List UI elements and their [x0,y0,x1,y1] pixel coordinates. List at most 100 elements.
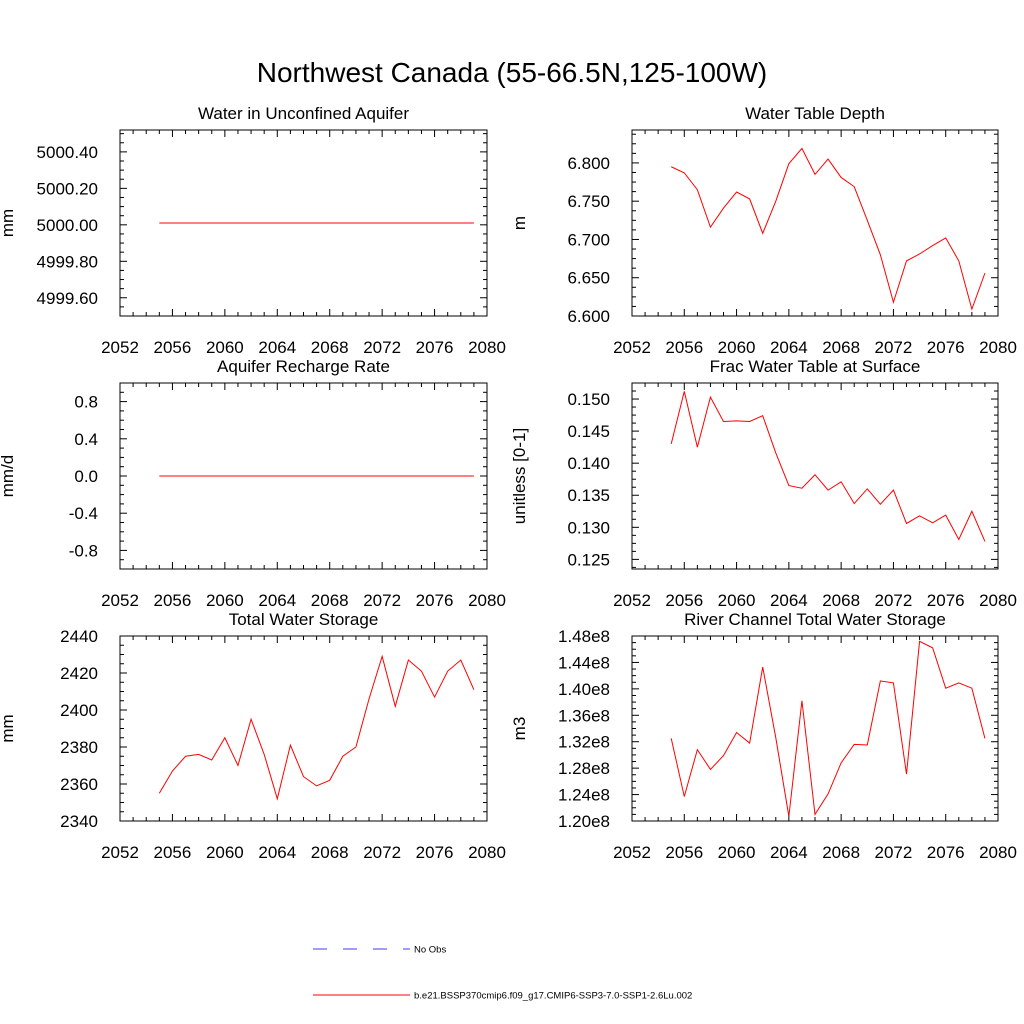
y-tick-label: -0.4 [69,504,98,523]
chart-panel-4: Frac Water Table at Surface unitless [0-1… [510,357,1017,610]
panels-group: Water in Unconfined Aquifer mm 2052 2056 206… [0,104,1017,862]
x-tick-label: 2076 [416,843,454,862]
x-tick-label: 2080 [468,843,506,862]
y-tick-label: 6.700 [567,230,610,249]
y-axis-label: mm/d [0,455,17,498]
series-line-1 [670,147,986,311]
x-tick-label: 2052 [613,338,651,357]
x-tick-label: 2080 [468,338,506,357]
legend-obs-label: No Obs [414,945,446,956]
x-tick-label: 2076 [927,843,965,862]
y-tick-label: 4999.80 [37,252,98,271]
x-tick-label: 2064 [770,843,808,862]
chart-panel-2: Water Table Depth m 2052 2056 2060 2064 2068 20… [510,104,1017,357]
x-tick-label: 2064 [258,843,296,862]
x-tick-label: 2060 [206,338,244,357]
y-tick-label: 6.750 [567,192,610,211]
x-tick-label: 2068 [822,843,860,862]
legend-model-label: b.e21.BSSP370cmip6.f09_g17.CMIP6-SSP3-7.… [414,991,692,1002]
y-tick-label: 1.28e8 [558,759,610,778]
y-tick-label: 1.36e8 [558,706,610,725]
chart-panel-6: River Channel Total Water Storage m3 2052 2… [510,610,1017,862]
x-tick-label: 2052 [613,591,651,610]
series-line-1 [158,654,475,801]
y-tick-label: 0.145 [567,422,610,441]
x-tick-label: 2072 [363,338,401,357]
x-tick-label: 2068 [311,843,349,862]
y-tick-label: 0.8 [74,393,98,412]
x-tick-label: 2056 [154,843,192,862]
x-tick-label: 2064 [770,591,808,610]
chart-title: Aquifer Recharge Rate [217,357,390,376]
y-tick-label: 0.140 [567,454,610,473]
x-tick-label: 2064 [258,338,296,357]
chart-title: Water in Unconfined Aquifer [198,104,409,123]
series-line-1 [670,391,986,542]
x-tick-label: 2076 [927,591,965,610]
x-tick-label: 2076 [416,338,454,357]
x-tick-label: 2072 [875,843,913,862]
y-tick-label: 6.600 [567,307,610,326]
y-axis-label: unitless [0-1] [510,428,529,524]
x-tick-label: 2076 [927,338,965,357]
x-tick-label: 2056 [665,843,703,862]
y-tick-label: 5000.00 [37,216,98,235]
x-tick-label: 2080 [979,843,1017,862]
x-tick-label: 2072 [875,591,913,610]
x-tick-label: 2056 [154,338,192,357]
y-tick-label: 2440 [60,627,98,646]
x-tick-label: 2068 [311,591,349,610]
figure-title: Northwest Canada (55-66.5N,125-100W) [257,57,767,88]
x-tick-label: 2052 [101,843,139,862]
legend: No Obs b.e21.BSSP370cmip6.f09_g17.CMIP6-… [313,945,692,1002]
x-tick-label: 2072 [363,843,401,862]
x-tick-label: 2060 [206,591,244,610]
y-tick-label: 2360 [60,775,98,794]
y-tick-label: 0.150 [567,390,610,409]
y-axis-label: m [510,216,529,230]
x-tick-label: 2068 [822,338,860,357]
x-tick-label: 2076 [416,591,454,610]
y-tick-label: 5000.40 [37,143,98,162]
x-tick-label: 2060 [206,843,244,862]
y-tick-label: 0.135 [567,486,610,505]
y-axis-label: mm [0,714,17,742]
x-tick-label: 2064 [770,338,808,357]
x-tick-label: 2072 [875,338,913,357]
y-tick-label: 2380 [60,738,98,757]
chart-panel-1: Water in Unconfined Aquifer mm 2052 2056 206… [0,104,506,357]
x-tick-label: 2080 [979,591,1017,610]
x-tick-label: 2052 [101,338,139,357]
x-tick-label: 2064 [258,591,296,610]
x-tick-label: 2068 [311,338,349,357]
y-tick-label: 1.20e8 [558,812,610,831]
y-tick-label: -0.8 [69,541,98,560]
x-tick-label: 2056 [665,591,703,610]
series-line-1 [670,640,986,817]
x-tick-label: 2060 [718,591,756,610]
y-tick-label: 2400 [60,701,98,720]
x-tick-label: 2080 [468,591,506,610]
x-tick-label: 2068 [822,591,860,610]
chart-title: Water Table Depth [745,104,885,123]
y-tick-label: 1.48e8 [558,627,610,646]
y-axis-label: m3 [510,717,529,741]
y-tick-label: 0.4 [74,430,98,449]
y-tick-label: 1.44e8 [558,653,610,672]
y-tick-label: 0.0 [74,467,98,486]
y-tick-label: 0.125 [567,550,610,569]
x-tick-label: 2060 [718,843,756,862]
y-tick-label: 1.40e8 [558,680,610,699]
y-tick-label: 6.650 [567,269,610,288]
chart-panel-5: Total Water Storage mm 2052 2056 2060 2064 206… [0,610,506,862]
chart-title: Frac Water Table at Surface [710,357,921,376]
y-tick-label: 5000.20 [37,179,98,198]
x-tick-label: 2056 [154,591,192,610]
y-tick-label: 4999.60 [37,289,98,308]
x-tick-label: 2080 [979,338,1017,357]
x-tick-label: 2052 [101,591,139,610]
chart-title: River Channel Total Water Storage [684,610,946,629]
chart-panel-3: Aquifer Recharge Rate mm/d 2052 2056 2060 206… [0,357,506,610]
